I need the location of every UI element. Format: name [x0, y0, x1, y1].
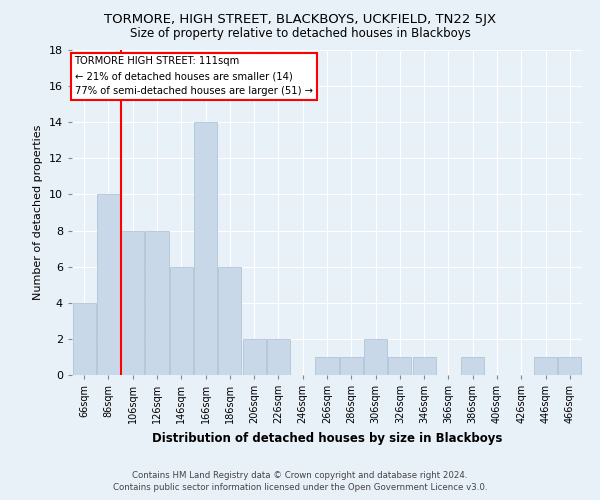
Bar [364, 339, 387, 375]
Bar [413, 357, 436, 375]
Bar [194, 122, 217, 375]
Bar [121, 230, 144, 375]
Bar [388, 357, 412, 375]
X-axis label: Distribution of detached houses by size in Blackboys: Distribution of detached houses by size … [152, 432, 502, 444]
Bar [267, 339, 290, 375]
Bar [534, 357, 557, 375]
Bar [218, 266, 241, 375]
Bar [97, 194, 120, 375]
Text: TORMORE HIGH STREET: 111sqm
← 21% of detached houses are smaller (14)
77% of sem: TORMORE HIGH STREET: 111sqm ← 21% of det… [74, 56, 313, 96]
Bar [145, 230, 169, 375]
Bar [559, 357, 581, 375]
Y-axis label: Number of detached properties: Number of detached properties [33, 125, 43, 300]
Bar [316, 357, 338, 375]
Bar [73, 303, 95, 375]
Bar [340, 357, 363, 375]
Text: TORMORE, HIGH STREET, BLACKBOYS, UCKFIELD, TN22 5JX: TORMORE, HIGH STREET, BLACKBOYS, UCKFIEL… [104, 12, 496, 26]
Bar [170, 266, 193, 375]
Text: Size of property relative to detached houses in Blackboys: Size of property relative to detached ho… [130, 28, 470, 40]
Bar [242, 339, 266, 375]
Text: Contains HM Land Registry data © Crown copyright and database right 2024.
Contai: Contains HM Land Registry data © Crown c… [113, 471, 487, 492]
Bar [461, 357, 484, 375]
